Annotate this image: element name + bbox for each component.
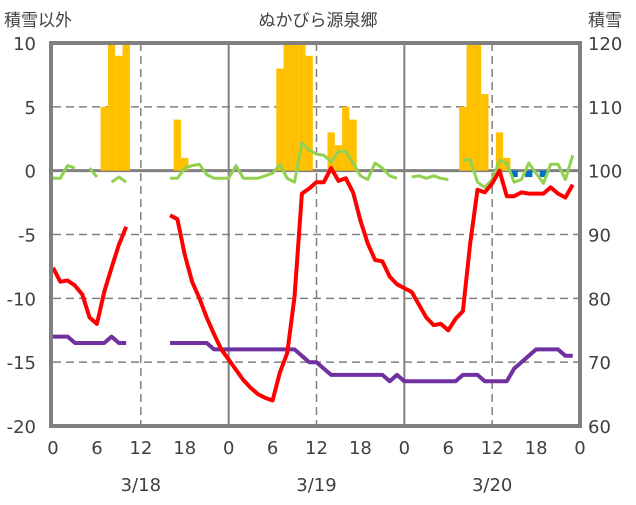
negative-bar [525,170,533,178]
right-tick-label: 110 [588,98,622,119]
chart-title: ぬかびら源泉郷 [259,11,378,31]
right-axis-title: 積雪 [588,11,622,31]
precip-bar [349,119,357,171]
left-tick-label: 5 [25,98,36,119]
right-tick-label: 100 [588,162,622,183]
x-tick-label: 0 [574,438,585,459]
precip-bar [173,119,182,171]
precip-bar [115,55,123,171]
green-series-line [462,154,575,189]
x-tick-label: 18 [173,438,196,459]
precip-bar [327,132,335,171]
precip-bar [459,106,467,171]
left-axis-title: 積雪以外 [4,11,72,31]
left-tick-label: -5 [18,226,36,247]
green-series-line [110,175,128,184]
date-label: 3/19 [296,475,336,496]
right-tick-label: 70 [588,353,611,374]
snow-depth-line [170,341,573,384]
precip-bar [100,106,108,171]
right-tick-label: 90 [588,226,611,247]
precip-bar [181,157,189,171]
precip-bar [305,55,313,171]
x-tick-label: 12 [481,438,504,459]
precip-bar [495,132,504,171]
x-tick-label: 6 [443,438,454,459]
plot-frame [49,41,582,428]
x-tick-label: 0 [399,438,410,459]
temperature-line [169,166,575,403]
precip-bar [342,106,350,171]
date-label: 3/18 [121,475,161,496]
grid [53,43,580,426]
precip-bar [466,43,474,171]
left-tick-label: 0 [25,162,36,183]
snow-depth-line [53,334,127,345]
green-series-line [88,167,99,178]
x-tick-label: 12 [129,438,152,459]
x-tick-label: 0 [223,438,234,459]
precip-bar [298,43,306,171]
right-tick-label: 120 [588,34,622,55]
left-tick-label: -15 [7,353,36,374]
x-tick-label: 18 [525,438,548,459]
precip-bar [290,43,299,171]
lines [51,141,575,403]
precip-bar [334,145,343,171]
right-tick-label: 80 [588,289,611,310]
precip-bar [122,43,130,171]
green-series-line [170,141,398,184]
x-tick-label: 12 [305,438,328,459]
x-tick-label: 6 [267,438,278,459]
date-label: 3/20 [472,475,512,496]
temperature-line [51,226,129,326]
precip-bar [283,43,291,171]
x-tick-label: 6 [91,438,102,459]
left-tick-label: -10 [7,289,36,310]
left-tick-label: -20 [7,417,36,438]
precip-bar [481,94,489,171]
bars [100,43,548,178]
precip-bar [107,43,116,171]
right-tick-label: 60 [588,417,611,438]
precip-bar [473,43,482,171]
left-tick-label: 10 [13,34,36,55]
x-tick-label: 18 [349,438,372,459]
precip-bar [276,68,284,171]
x-tick-label: 0 [47,438,58,459]
green-series-line [411,174,449,182]
negative-bar [510,170,518,178]
green-series-line [53,164,76,180]
negative-bar [539,170,548,178]
